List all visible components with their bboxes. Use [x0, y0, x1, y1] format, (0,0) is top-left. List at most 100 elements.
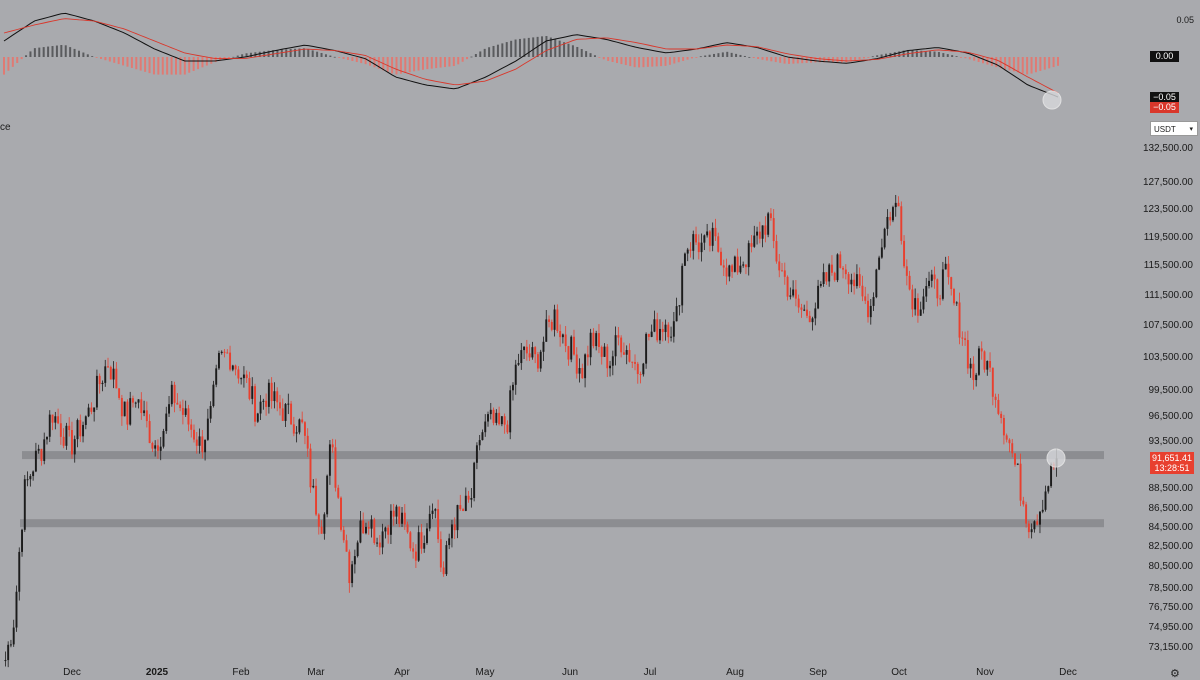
macd-bar — [567, 43, 570, 57]
candle-body — [334, 447, 337, 488]
candle-body — [844, 269, 847, 275]
macd-bar — [633, 57, 636, 68]
macd-bar — [990, 57, 993, 66]
macd-bar — [690, 57, 693, 59]
candle-body — [847, 274, 850, 285]
candle-body — [389, 510, 392, 535]
macd-bar — [933, 51, 936, 57]
candle-body — [756, 231, 759, 236]
candle-body — [129, 398, 132, 425]
candle-body — [586, 354, 589, 358]
price-cursor-marker — [1046, 448, 1066, 468]
candle-body — [789, 295, 792, 297]
time-tick-label: Nov — [976, 667, 994, 678]
macd-bar — [765, 57, 768, 61]
candle-body — [916, 298, 919, 316]
candle-body — [858, 274, 861, 286]
candle-body — [792, 289, 795, 296]
candle-body — [470, 497, 473, 500]
last-price-value: 91,651.41 — [1151, 453, 1193, 463]
candle-body — [104, 366, 107, 383]
candle-body — [509, 390, 512, 433]
candle-body — [256, 413, 259, 422]
macd-bar — [642, 57, 645, 68]
candle-body — [204, 439, 207, 453]
price-tick-label: 78,500.00 — [1149, 583, 1194, 594]
candle-body — [437, 509, 440, 540]
macd-bar — [135, 57, 138, 70]
candle-body — [928, 280, 930, 287]
candle-body — [725, 267, 728, 277]
candle-body — [281, 408, 284, 421]
candle-body — [739, 265, 742, 273]
candle-body — [406, 524, 409, 533]
candle-body — [1022, 500, 1025, 505]
candle-body — [1030, 529, 1033, 533]
macd-bar — [399, 57, 402, 74]
macd-bar — [849, 57, 852, 62]
time-tick-label: Apr — [394, 667, 410, 678]
candle-body — [356, 542, 359, 557]
macd-bar — [704, 55, 707, 57]
candle-body — [855, 274, 858, 287]
candle-body — [614, 335, 617, 357]
candle-body — [450, 524, 453, 539]
time-axis[interactable]: Dec 2025 Feb Mar Apr May Jun Jul Aug Sep Oct Nov Dec — [63, 667, 1077, 678]
candle-body — [59, 423, 62, 437]
macd-bar — [549, 37, 552, 57]
candle-body — [453, 524, 456, 531]
candle-body — [162, 431, 165, 447]
candle-body — [695, 234, 698, 243]
price-tick-label: 86,500.00 — [1149, 503, 1194, 514]
candle-body — [659, 328, 661, 341]
macd-bar — [854, 57, 857, 61]
candle-body — [201, 436, 204, 453]
macd-bar — [122, 57, 125, 66]
candle-body — [958, 302, 961, 338]
last-price-tag: 91,651.41 13:28:51 — [1150, 452, 1194, 474]
candle-body — [861, 285, 864, 297]
candle-body — [886, 216, 889, 229]
candle-body — [620, 337, 623, 353]
candle-body — [342, 529, 345, 541]
candle-body — [639, 374, 642, 376]
price-axis[interactable]: 132,500.00 127,500.00 123,500.00 119,500.00… — [1143, 143, 1193, 653]
candle-body — [245, 374, 248, 379]
candle-body — [903, 240, 906, 267]
candle-body — [484, 421, 487, 433]
macd-bar — [170, 57, 173, 75]
candle-body — [431, 510, 434, 514]
candle-body — [198, 436, 201, 446]
candle-body — [492, 409, 495, 423]
macd-bar — [161, 57, 164, 75]
candle-body — [891, 207, 894, 221]
candle-body — [559, 331, 562, 338]
candle-body — [556, 309, 559, 332]
macd-bar — [964, 57, 967, 59]
macd-bar — [713, 53, 716, 57]
candle-body — [303, 422, 306, 436]
candle-body — [1014, 453, 1016, 465]
candle-body — [345, 540, 348, 552]
candle-body — [941, 269, 944, 299]
gear-icon[interactable]: ⚙ — [1170, 668, 1180, 680]
candle-body — [259, 401, 262, 414]
candle-body — [980, 348, 983, 352]
price-tick-label: 73,150.00 — [1149, 642, 1194, 653]
macd-bar — [100, 57, 103, 59]
currency-select[interactable]: USDT ▾ — [1150, 121, 1198, 136]
candle-body — [340, 497, 342, 530]
macd-zero-tag: 0.00 — [1150, 51, 1179, 62]
macd-bar — [982, 57, 985, 64]
candle-body — [254, 386, 256, 422]
candle-body — [678, 305, 681, 307]
chevron-down-icon: ▾ — [1189, 126, 1193, 133]
candle-body — [550, 321, 553, 330]
candle-body — [833, 272, 836, 281]
candle-body — [564, 334, 567, 347]
candle-body — [145, 410, 148, 422]
price-pane — [4, 194, 1104, 668]
candle-body — [672, 321, 675, 337]
candle-body — [567, 346, 570, 360]
